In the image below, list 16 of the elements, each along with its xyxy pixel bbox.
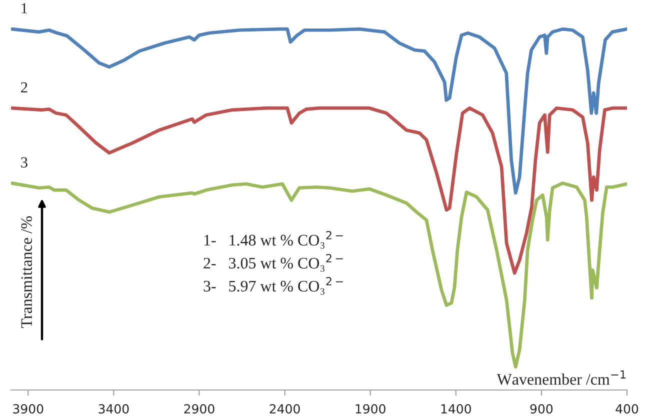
y-axis-title: Transmittance /%: [21, 216, 32, 328]
x-tick-label: 2400: [270, 404, 300, 414]
annotation: 1- 1.48 wt % CO₃$^{2−}$: [204, 231, 343, 249]
annotation: 2- 3.05 wt % CO₃$^{2−}$: [204, 254, 343, 272]
annotation: 3- 5.97 wt % CO₃$^{2−}$: [204, 277, 343, 295]
x-tick-label: 3400: [98, 404, 129, 414]
x-tick-label: 3900: [13, 404, 44, 414]
series-label: 1: [22, 3, 28, 14]
x-axis-title: Wavenember /cm$^{−1}$: [496, 370, 626, 385]
x-tick-label: 2900: [184, 404, 214, 414]
x-tick-label: 900: [530, 404, 553, 414]
series-label: 2: [21, 82, 28, 92]
x-tick-label: 1900: [356, 404, 386, 414]
series-label: 3: [21, 157, 28, 168]
x-tick-label: 400: [616, 404, 638, 414]
x-tick-label: 1400: [441, 404, 471, 414]
